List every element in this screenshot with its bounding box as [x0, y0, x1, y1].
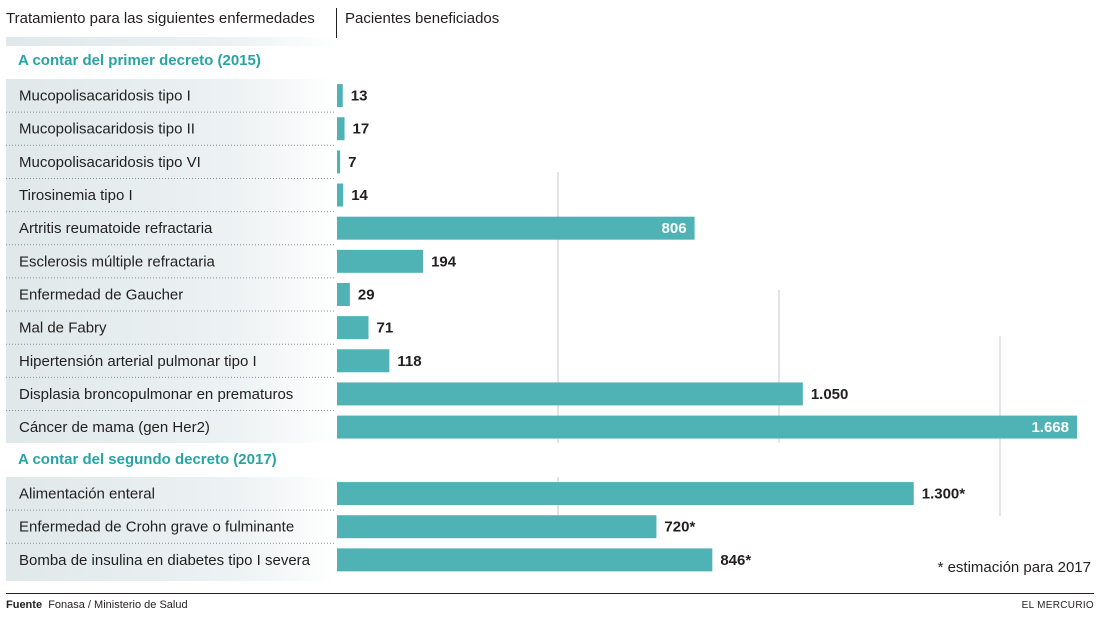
category-label: Tirosinemia tipo I [19, 187, 133, 204]
data-label: 17 [353, 121, 370, 138]
data-label: 1.300* [922, 486, 966, 503]
column-header-patients: Pacientes beneficiados [345, 10, 500, 27]
section-bg-2017 [6, 477, 336, 581]
data-label: 720* [664, 519, 695, 536]
category-label: Mucopolisacaridosis tipo II [19, 121, 195, 138]
header-divider [336, 8, 337, 38]
category-label: Bomba de insulina en diabetes tipo I sev… [19, 552, 311, 569]
section-bg-2015 [6, 79, 336, 443]
footer-source: Fuente Fonasa / Ministerio de Salud [6, 599, 188, 611]
category-label: Displasia broncopulmonar en prematuros [19, 386, 293, 403]
category-label: Enfermedad de Gaucher [19, 286, 183, 303]
footer-rule [6, 593, 1094, 594]
category-label: Alimentación enteral [19, 486, 155, 503]
bar [337, 282, 350, 306]
section-title-2017: A contar del segundo decreto (2017) [18, 451, 277, 468]
data-label: 194 [431, 253, 457, 270]
bar [337, 548, 713, 572]
brand-logo: EL MERCURIO [1021, 600, 1094, 611]
data-label: 13 [351, 88, 368, 105]
bar [337, 84, 343, 108]
estimate-note: * estimación para 2017 [937, 559, 1091, 576]
column-header-diseases: Tratamiento para las siguientes enfermed… [6, 10, 315, 27]
category-label: Mal de Fabry [19, 320, 107, 337]
data-label: 1.668 [1031, 419, 1069, 436]
bar [337, 117, 345, 141]
category-label: Mucopolisacaridosis tipo I [19, 88, 191, 105]
bar [337, 249, 424, 273]
bar [337, 482, 914, 506]
bar [337, 515, 657, 539]
source-label: Fuente [6, 599, 43, 611]
data-label: 7 [348, 154, 356, 171]
header-band [6, 37, 336, 46]
data-label: 29 [358, 286, 375, 303]
category-label: Mucopolisacaridosis tipo VI [19, 154, 201, 171]
bar [337, 349, 390, 373]
category-label: Hipertensión arterial pulmonar tipo I [19, 353, 257, 370]
data-label: 14 [351, 187, 368, 204]
category-label: Enfermedad de Crohn grave o fulminante [19, 519, 294, 536]
bar [337, 183, 344, 207]
data-label: 71 [376, 320, 393, 337]
category-label: Cáncer de mama (gen Her2) [19, 419, 210, 436]
bar [337, 382, 803, 406]
bar [337, 415, 1077, 439]
bar [337, 150, 341, 174]
category-label: Esclerosis múltiple refractaria [19, 253, 216, 270]
data-label: 118 [397, 353, 421, 370]
source-text: Fonasa / Ministerio de Salud [48, 599, 188, 611]
bar [337, 216, 695, 240]
bar [337, 316, 369, 340]
data-label: 806 [662, 220, 687, 237]
section-title-2015: A contar del primer decreto (2015) [18, 52, 261, 69]
category-label: Artritis reumatoide refractaria [19, 220, 213, 237]
data-label: 846* [720, 552, 751, 569]
data-label: 1.050 [811, 386, 849, 403]
